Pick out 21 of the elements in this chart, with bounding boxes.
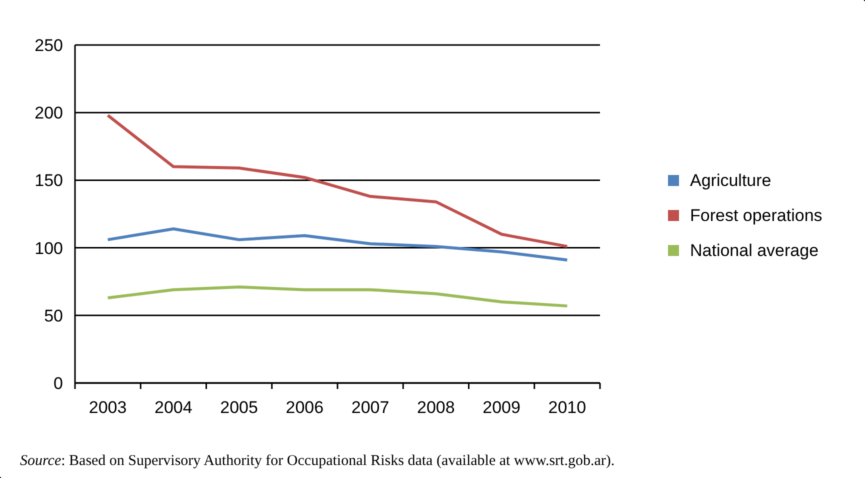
source-note: Source: Based on Supervisory Authority for Occupational Risks data (available at www.srt.gob.ar). [20,453,615,469]
x-tick-label: 2008 [417,398,455,417]
y-tick-label: 150 [34,171,63,190]
x-tick-label: 2009 [482,398,520,417]
legend-label: Agriculture [690,170,772,190]
line-series [106,286,569,308]
y-tick-label: 200 [34,104,63,123]
line-series [106,114,569,248]
y-tick-label: 50 [44,306,63,326]
y-tick-label: 100 [34,238,63,258]
x-tick-label: 2006 [286,398,324,417]
x-tick-label: 2005 [220,398,258,417]
x-tick-label: 2010 [548,398,586,417]
legend-label: Forest operations [690,206,822,225]
line-series [106,227,569,262]
x-tick-label: 2004 [154,398,192,417]
legend-label: National average [690,240,819,260]
y-tick-label: 0 [54,374,63,393]
x-tick-label: 2003 [88,398,127,417]
y-tick-label: 250 [34,36,63,55]
x-tick-label: 2007 [351,398,390,417]
